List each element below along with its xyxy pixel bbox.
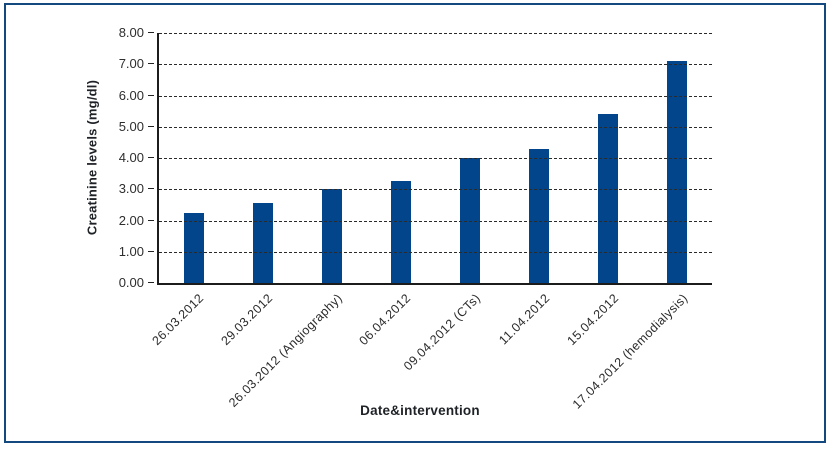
y-tick (148, 94, 154, 96)
y-tick (148, 250, 154, 252)
gridline (159, 220, 712, 222)
x-tick-label: 29.03.2012 (218, 291, 276, 348)
y-tick (148, 63, 154, 65)
bar (667, 61, 688, 283)
y-tick (148, 125, 154, 127)
gridline (159, 189, 712, 191)
bar (390, 181, 411, 283)
y-tick-label: 8.00 (118, 25, 144, 40)
bar (183, 212, 204, 283)
bar (252, 203, 273, 283)
gridline (159, 64, 712, 66)
y-tick (148, 219, 154, 221)
y-tick-label: 0.00 (118, 275, 144, 290)
y-tick (148, 282, 154, 283)
x-tick-label: 17.04.2012 (hemodialysis) (569, 291, 691, 412)
y-tick-label: 1.00 (118, 243, 144, 259)
gridline (159, 126, 712, 128)
gridline (159, 251, 712, 253)
x-axis-title: Date&intervention (360, 403, 480, 418)
gridline (159, 33, 712, 34)
y-tick-label: 7.00 (118, 56, 144, 72)
x-tick-label: 26.03.2012 (149, 291, 207, 348)
plot-area (157, 33, 712, 285)
bar (529, 148, 550, 283)
x-tick-label: 09.04.2012 (CTs) (400, 291, 483, 374)
x-tick-label: 26.03.2012 (Angiography) (225, 291, 345, 410)
x-tick-label: 06.04.2012 (356, 291, 414, 348)
y-tick-label: 2.00 (118, 212, 144, 228)
y-tick-label: 3.00 (118, 181, 144, 197)
y-tick-label: 6.00 (118, 87, 144, 103)
bar (321, 189, 342, 283)
y-tick-label: 4.00 (118, 150, 144, 165)
x-tick-label: 15.04.2012 (564, 291, 622, 348)
y-tick (148, 157, 154, 158)
x-tick-label: 11.04.2012 (495, 291, 553, 348)
gridline (159, 158, 712, 159)
bar (598, 114, 619, 283)
gridline (159, 95, 712, 97)
y-tick-label: 5.00 (118, 118, 144, 134)
y-tick (148, 188, 154, 190)
y-tick (148, 32, 154, 33)
